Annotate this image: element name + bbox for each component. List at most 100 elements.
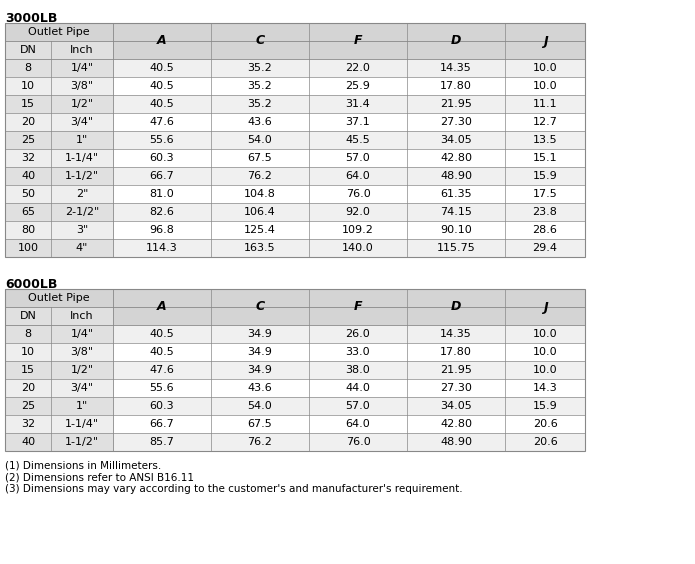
Bar — [51, 221, 113, 239]
Bar — [309, 203, 407, 221]
Text: 6000LB: 6000LB — [5, 277, 58, 290]
Bar — [51, 397, 113, 415]
Text: 34.9: 34.9 — [247, 365, 272, 375]
Text: 82.6: 82.6 — [149, 207, 174, 217]
Text: 76.0: 76.0 — [345, 189, 370, 199]
Bar — [51, 41, 113, 59]
Text: 55.6: 55.6 — [149, 383, 174, 393]
Bar — [211, 77, 309, 95]
Text: 114.3: 114.3 — [146, 243, 178, 253]
Bar — [211, 203, 309, 221]
Bar — [5, 289, 585, 451]
Bar — [211, 325, 309, 343]
Bar — [5, 221, 51, 239]
Bar — [113, 221, 211, 239]
Bar — [505, 361, 585, 379]
Bar — [309, 59, 407, 77]
Bar — [113, 397, 211, 415]
Bar — [51, 113, 113, 131]
Text: 54.0: 54.0 — [247, 401, 272, 411]
Text: 64.0: 64.0 — [345, 419, 370, 429]
Bar — [407, 379, 505, 397]
Text: 12.7: 12.7 — [532, 117, 557, 127]
Bar — [113, 77, 211, 95]
Text: 11.1: 11.1 — [532, 99, 557, 109]
Bar — [407, 397, 505, 415]
Text: 92.0: 92.0 — [345, 207, 370, 217]
Bar — [5, 325, 51, 343]
Bar — [51, 95, 113, 113]
Bar — [309, 221, 407, 239]
Bar — [211, 397, 309, 415]
Text: 42.80: 42.80 — [440, 419, 472, 429]
Bar — [505, 221, 585, 239]
Text: 14.35: 14.35 — [440, 63, 472, 73]
Bar — [113, 131, 211, 149]
Text: A: A — [157, 301, 167, 314]
Text: 29.4: 29.4 — [532, 243, 557, 253]
Bar — [113, 289, 211, 325]
Text: 3": 3" — [76, 225, 88, 235]
Bar — [5, 433, 51, 451]
Text: 66.7: 66.7 — [149, 419, 174, 429]
Bar — [51, 167, 113, 185]
Bar — [407, 343, 505, 361]
Bar — [113, 239, 211, 257]
Text: A: A — [157, 34, 167, 47]
Text: 34.05: 34.05 — [440, 135, 472, 145]
Text: 1-1/2": 1-1/2" — [65, 437, 99, 447]
Bar — [505, 325, 585, 343]
Bar — [309, 289, 407, 325]
Text: 104.8: 104.8 — [244, 189, 276, 199]
Text: 1-1/4": 1-1/4" — [65, 153, 99, 163]
Text: 4": 4" — [76, 243, 88, 253]
Bar — [309, 361, 407, 379]
Text: DN: DN — [19, 311, 36, 321]
Text: Inch: Inch — [70, 45, 94, 55]
Bar — [505, 415, 585, 433]
Text: 40.5: 40.5 — [149, 63, 174, 73]
Text: 3/4": 3/4" — [70, 117, 94, 127]
Text: 23.8: 23.8 — [532, 207, 557, 217]
Bar — [5, 239, 51, 257]
Bar — [505, 433, 585, 451]
Text: 38.0: 38.0 — [345, 365, 370, 375]
Text: 34.9: 34.9 — [247, 347, 272, 357]
Bar — [505, 289, 585, 325]
Text: 10.0: 10.0 — [532, 63, 557, 73]
Bar — [407, 433, 505, 451]
Bar — [505, 239, 585, 257]
Text: 14.35: 14.35 — [440, 329, 472, 339]
Text: Outlet Pipe: Outlet Pipe — [28, 293, 90, 303]
Bar — [211, 415, 309, 433]
Text: 10.0: 10.0 — [532, 81, 557, 91]
Bar — [505, 113, 585, 131]
Text: 34.9: 34.9 — [247, 329, 272, 339]
Text: 109.2: 109.2 — [342, 225, 374, 235]
Bar — [51, 131, 113, 149]
Bar — [5, 397, 51, 415]
Text: F: F — [354, 34, 362, 47]
Bar — [5, 131, 51, 149]
Bar — [5, 185, 51, 203]
Bar — [211, 23, 309, 59]
Bar — [51, 203, 113, 221]
Text: 50: 50 — [21, 189, 35, 199]
Text: 20.6: 20.6 — [532, 437, 557, 447]
Text: 3/4": 3/4" — [70, 383, 94, 393]
Bar — [309, 113, 407, 131]
Text: 54.0: 54.0 — [247, 135, 272, 145]
Bar — [309, 149, 407, 167]
Text: 15.9: 15.9 — [532, 401, 557, 411]
Bar — [113, 203, 211, 221]
Text: 17.5: 17.5 — [532, 189, 557, 199]
Text: 40: 40 — [21, 171, 35, 181]
Text: 47.6: 47.6 — [149, 365, 174, 375]
Text: 35.2: 35.2 — [247, 63, 272, 73]
Text: 1": 1" — [76, 135, 88, 145]
Bar — [407, 149, 505, 167]
Bar — [505, 185, 585, 203]
Bar — [309, 23, 407, 59]
Bar — [5, 23, 113, 41]
Text: 20.6: 20.6 — [532, 419, 557, 429]
